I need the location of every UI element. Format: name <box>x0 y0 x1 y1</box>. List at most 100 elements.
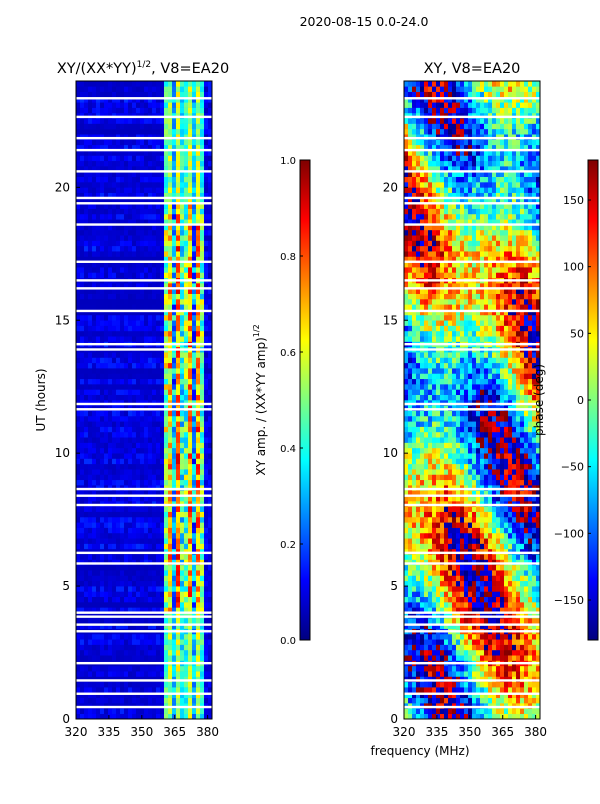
right-heatmap-cell <box>480 650 484 656</box>
right-heatmap-cell <box>528 682 532 688</box>
left-heatmap-cell <box>80 544 84 550</box>
left-heatmap-cell <box>180 108 184 114</box>
left-heatmap-cell <box>184 427 188 433</box>
left-heatmap-cell <box>192 512 196 518</box>
left-heatmap-cell <box>200 671 204 677</box>
left-heatmap-cell <box>140 639 144 645</box>
left-heatmap-cell <box>124 469 128 475</box>
left-heatmap-cell <box>76 639 80 645</box>
left-heatmap-cell <box>184 373 188 379</box>
left-heatmap-cell <box>168 246 172 252</box>
left-heatmap-cell <box>116 671 120 677</box>
right-heatmap-cell <box>420 698 424 704</box>
left-heatmap-cell <box>180 214 184 220</box>
left-heatmap-cell <box>148 650 152 656</box>
left-heatmap-cell <box>176 443 180 449</box>
left-heatmap-cell <box>84 666 88 672</box>
left-heatmap-cell <box>152 698 156 704</box>
right-heatmap-cell <box>424 666 428 672</box>
left-heatmap-cell <box>180 129 184 135</box>
left-heatmap-cell <box>164 336 168 342</box>
left-heatmap-cell <box>160 272 164 278</box>
left-heatmap-cell <box>104 294 108 300</box>
left-heatmap-cell <box>128 139 132 145</box>
left-heatmap-cell <box>108 299 112 305</box>
left-heatmap-cell <box>80 102 84 108</box>
left-heatmap-cell <box>188 437 192 443</box>
left-heatmap-cell <box>108 639 112 645</box>
left-heatmap-cell <box>196 570 200 576</box>
left-heatmap-cell <box>132 698 136 704</box>
left-heatmap-cell <box>188 639 192 645</box>
left-heatmap-cell <box>136 432 140 438</box>
left-heatmap-cell <box>124 687 128 693</box>
left-heatmap-cell <box>164 182 168 188</box>
left-heatmap-cell <box>192 86 196 92</box>
right-heatmap-cell <box>508 682 512 688</box>
left-heatmap-cell <box>172 352 176 358</box>
left-heatmap-cell <box>128 687 132 693</box>
left-heatmap-cell <box>188 645 192 651</box>
right-heatmap-cell <box>484 671 488 677</box>
left-heatmap-cell <box>116 389 120 395</box>
right-heatmap-cell <box>512 687 516 693</box>
left-heatmap-cell <box>156 517 160 523</box>
left-heatmap-cell <box>184 570 188 576</box>
left-heatmap-cell <box>188 139 192 145</box>
right-heatmap-cell <box>528 645 532 651</box>
left-heatmap-cell <box>88 448 92 454</box>
left-heatmap-cell <box>124 108 128 114</box>
left-heatmap-cell <box>104 554 108 560</box>
right-heatmap-cell <box>448 650 452 656</box>
left-heatmap-cell <box>144 639 148 645</box>
left-heatmap-cell <box>88 698 92 704</box>
right-heatmap-cell <box>420 708 424 714</box>
left-heatmap-cell <box>156 708 160 714</box>
left-heatmap-cell <box>172 528 176 534</box>
left-heatmap-cell <box>180 241 184 247</box>
right-heatmap-cell <box>460 586 464 592</box>
right-heatmap-cell <box>516 602 520 608</box>
left-heatmap-cell <box>172 299 176 305</box>
right-title: XY, V8=EA20 <box>424 61 521 77</box>
left-heatmap-cell <box>132 464 136 470</box>
left-heatmap-cell <box>88 395 92 401</box>
left-heatmap-cell <box>132 209 136 215</box>
left-heatmap-cell <box>136 581 140 587</box>
left-heatmap-cell <box>180 565 184 571</box>
left-heatmap-cell <box>84 464 88 470</box>
left-heatmap-cell <box>200 384 204 390</box>
left-heatmap-cell <box>96 267 100 273</box>
left-heatmap-cell <box>116 682 120 688</box>
left-heatmap-cell <box>104 299 108 305</box>
left-heatmap-cell <box>164 522 168 528</box>
left-heatmap-cell <box>88 373 92 379</box>
left-heatmap-cell <box>112 512 116 518</box>
left-heatmap-cell <box>164 331 168 337</box>
left-heatmap-cell <box>172 639 176 645</box>
left-heatmap-cell <box>180 272 184 278</box>
right-heatmap-cell <box>440 634 444 640</box>
right-heatmap-cell <box>456 698 460 704</box>
left-heatmap-cell <box>108 357 112 363</box>
left-heatmap-cell <box>108 682 112 688</box>
left-heatmap-cell <box>156 363 160 369</box>
left-heatmap-cell <box>80 480 84 486</box>
left-heatmap-cell <box>96 384 100 390</box>
left-heatmap-cell <box>180 469 184 475</box>
right-heatmap-cell <box>444 708 448 714</box>
left-heatmap-cell <box>168 129 172 135</box>
left-heatmap-cell <box>76 416 80 422</box>
left-heatmap-cell <box>156 352 160 358</box>
left-heatmap-cell <box>152 118 156 124</box>
left-heatmap-cell <box>84 389 88 395</box>
left-heatmap-cell <box>188 714 192 720</box>
left-heatmap-cell <box>168 241 172 247</box>
left-heatmap-cell <box>124 209 128 215</box>
left-heatmap-cell <box>116 474 120 480</box>
left-heatmap-cell <box>200 368 204 374</box>
left-heatmap-cell <box>108 272 112 278</box>
left-heatmap-cell <box>200 161 204 167</box>
left-heatmap-cell <box>196 187 200 193</box>
left-heatmap-cell <box>100 416 104 422</box>
